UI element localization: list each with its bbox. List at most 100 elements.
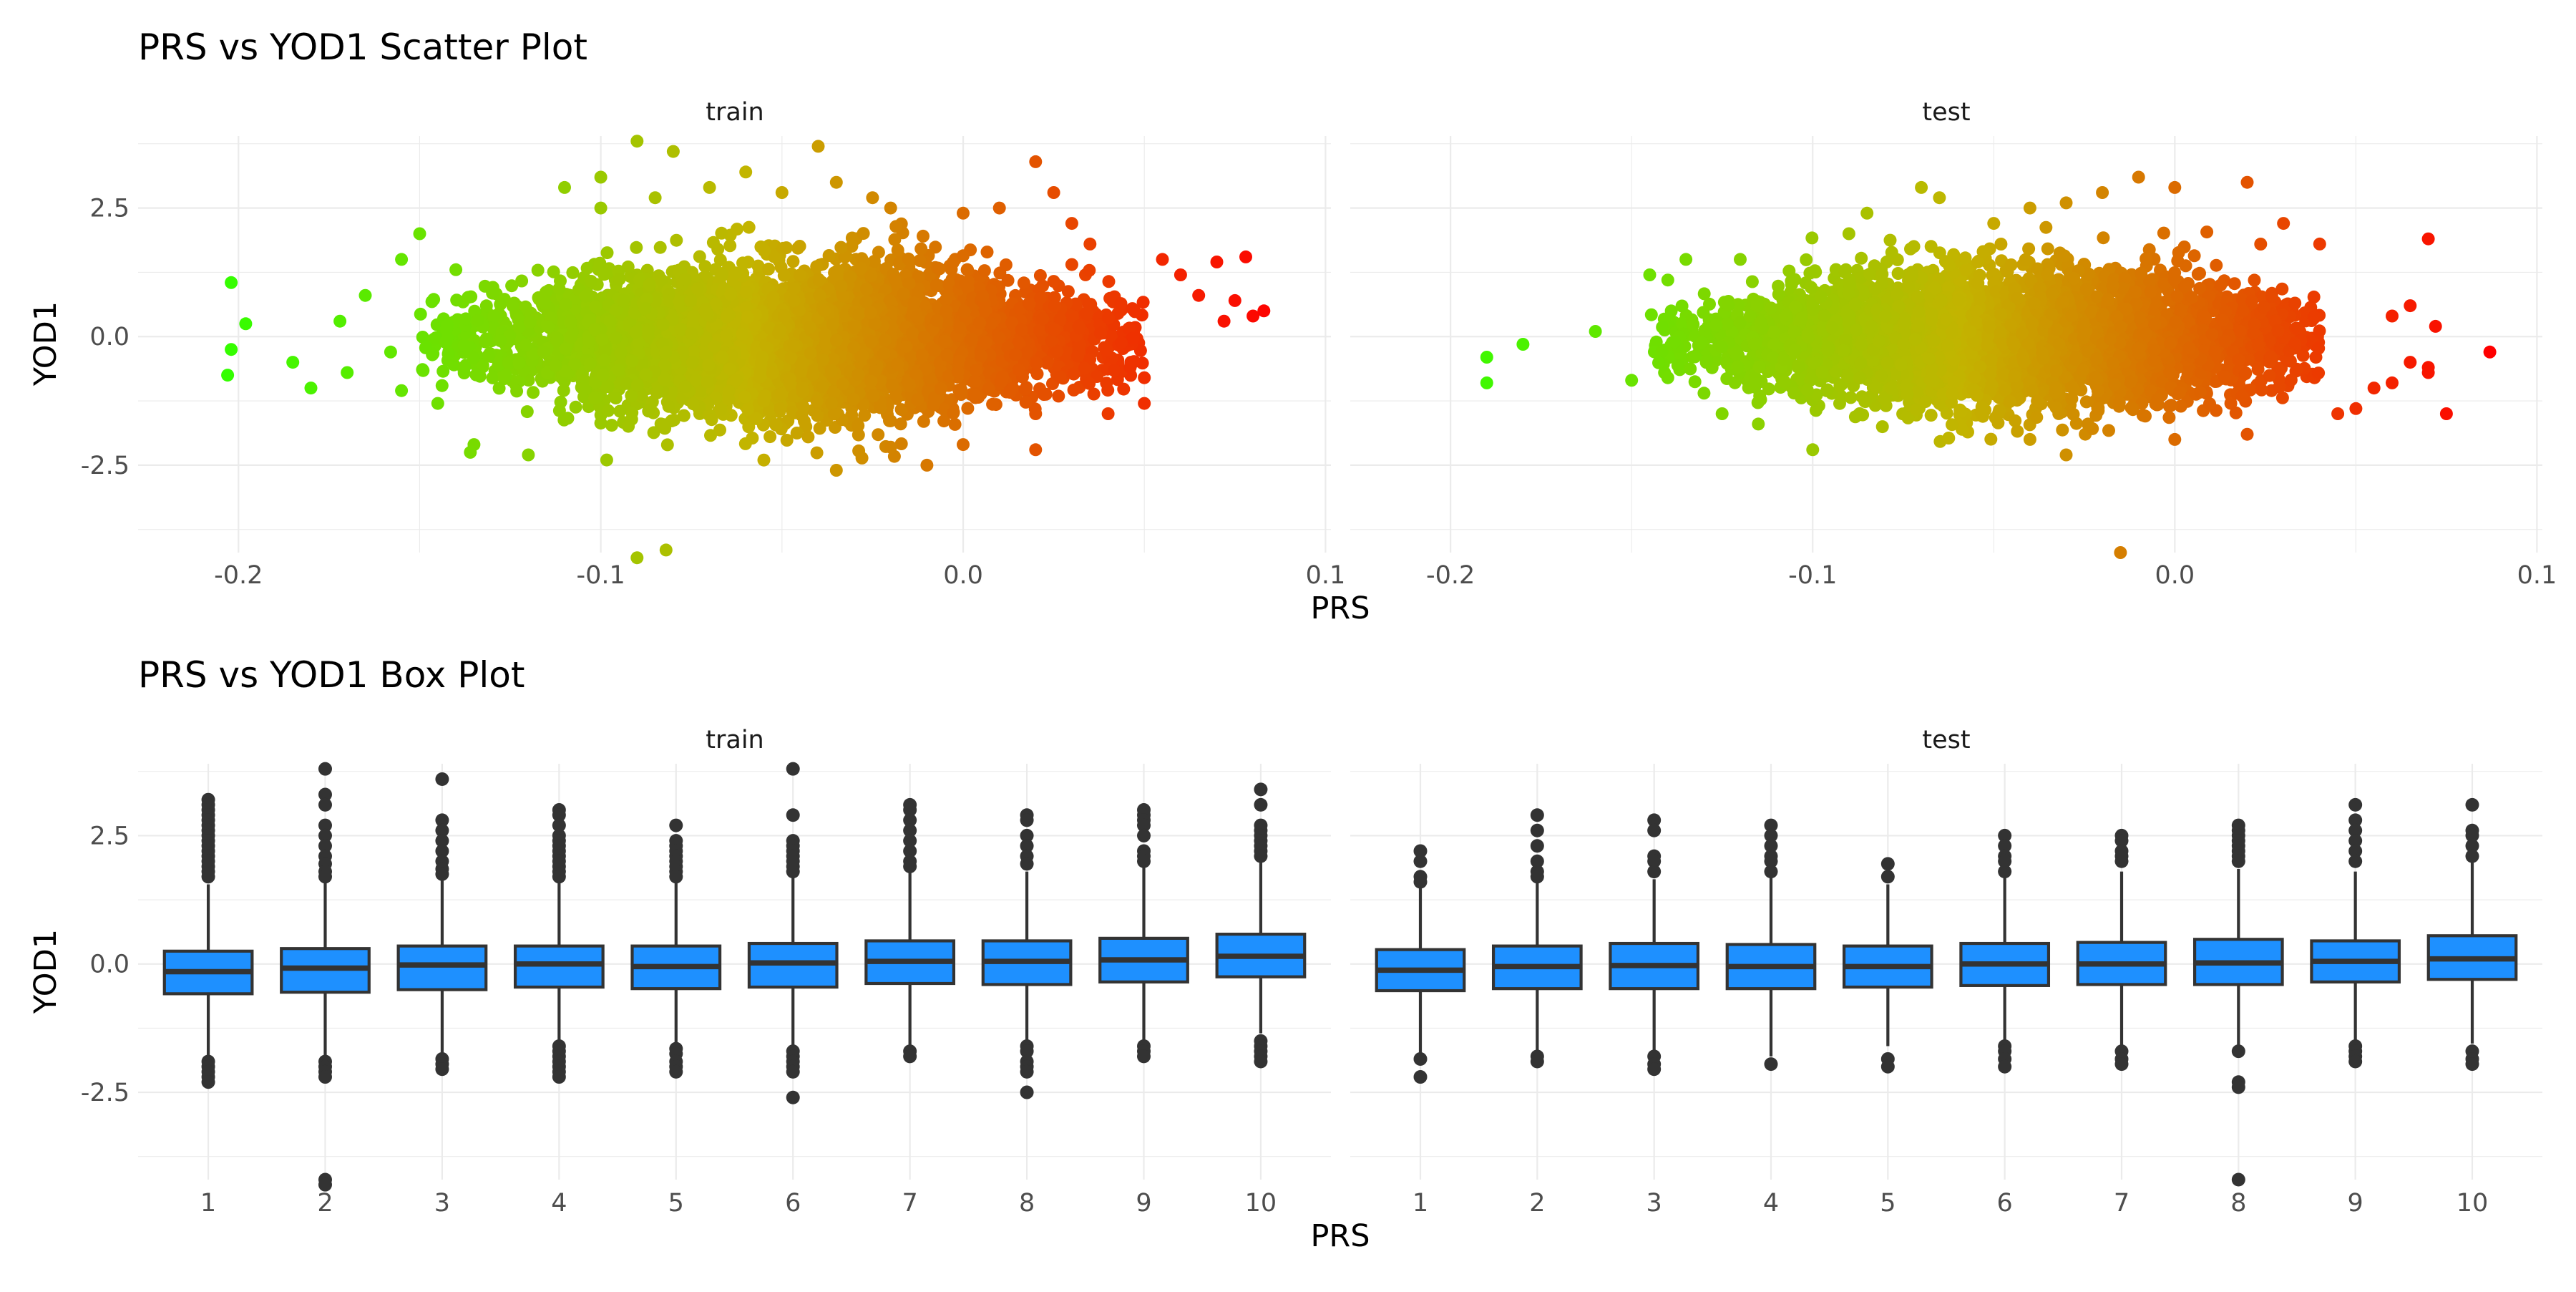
scatter-point bbox=[757, 394, 770, 407]
scatter-point bbox=[615, 346, 628, 359]
scatter-point bbox=[655, 273, 668, 286]
scatter-point bbox=[439, 336, 452, 349]
scatter-point bbox=[480, 332, 493, 345]
scatter-point bbox=[888, 233, 901, 246]
scatter-point bbox=[469, 369, 482, 382]
scatter-point bbox=[823, 249, 836, 262]
scatter-point bbox=[889, 220, 902, 233]
scatter-point bbox=[897, 288, 910, 301]
scatter-point bbox=[961, 263, 974, 276]
scatter-point bbox=[763, 430, 776, 443]
scatter-point bbox=[570, 401, 582, 414]
scatter-point bbox=[436, 365, 449, 378]
scatter-point bbox=[968, 389, 981, 402]
scatter-point bbox=[427, 293, 440, 306]
scatter-point bbox=[769, 419, 782, 432]
scatter-point bbox=[791, 427, 804, 439]
scatter-point bbox=[494, 298, 507, 311]
scatter-point bbox=[811, 447, 824, 460]
scatter-point bbox=[940, 293, 952, 306]
scatter-point bbox=[834, 241, 847, 254]
scatter-point bbox=[532, 264, 545, 277]
scatter-point bbox=[960, 277, 972, 290]
scatter-point bbox=[658, 374, 671, 387]
scatter-point bbox=[540, 286, 552, 298]
scatter-point bbox=[679, 273, 692, 286]
scatter-point bbox=[1128, 305, 1141, 318]
scatter-point bbox=[542, 320, 555, 333]
scatter-point bbox=[600, 454, 613, 467]
scatter-point bbox=[828, 408, 841, 421]
scatter-point bbox=[527, 386, 540, 399]
scatter-point bbox=[486, 287, 499, 300]
scatter-point bbox=[610, 392, 623, 404]
scatter-point bbox=[1115, 336, 1128, 349]
scatter-point bbox=[565, 331, 577, 344]
scatter-point bbox=[723, 362, 736, 375]
scatter-point bbox=[494, 334, 507, 347]
scatter-point bbox=[935, 382, 947, 395]
scatter-point bbox=[739, 437, 752, 450]
scatter-point bbox=[566, 266, 579, 279]
scatter-point bbox=[613, 273, 626, 286]
scatter-point bbox=[743, 221, 756, 234]
scatter-point bbox=[588, 323, 601, 336]
scatter-point bbox=[458, 339, 471, 352]
scatter-point bbox=[816, 380, 829, 393]
scatter-point bbox=[978, 264, 991, 277]
scatter-point bbox=[1038, 388, 1050, 401]
scatter-point bbox=[1083, 298, 1096, 311]
scatter-point bbox=[917, 415, 930, 428]
scatter-point bbox=[917, 230, 930, 243]
scatter-point bbox=[648, 426, 660, 439]
scatter-point bbox=[872, 428, 884, 441]
scatter-point bbox=[704, 429, 717, 442]
scatter-point bbox=[654, 241, 667, 254]
scatter-strip-test: test bbox=[1922, 98, 1970, 127]
scatter-point bbox=[512, 356, 525, 369]
scatter-point bbox=[1083, 377, 1096, 390]
scatter-point bbox=[811, 409, 824, 422]
scatter-point bbox=[1002, 274, 1015, 287]
scatter-point bbox=[521, 405, 534, 418]
scatter-point bbox=[1048, 275, 1060, 288]
scatter-point bbox=[1083, 264, 1096, 277]
scatter-point bbox=[462, 291, 474, 303]
scatter-point bbox=[724, 288, 737, 301]
scatter-point bbox=[1033, 324, 1046, 336]
scatter-point bbox=[1020, 346, 1033, 359]
scatter-point bbox=[722, 393, 735, 406]
scatter-point bbox=[814, 422, 826, 434]
scatter-point bbox=[679, 380, 692, 393]
scatter-point bbox=[593, 257, 606, 270]
scatter-point bbox=[436, 379, 449, 392]
scatter-point bbox=[1117, 383, 1130, 396]
scatter-point bbox=[691, 282, 704, 295]
scatter-point bbox=[416, 364, 429, 377]
scatter-point bbox=[601, 246, 614, 259]
scatter-point bbox=[1094, 327, 1107, 340]
scatter-point bbox=[985, 317, 997, 330]
scatter-point bbox=[1013, 364, 1025, 377]
scatter-point bbox=[894, 417, 907, 430]
scatter-point bbox=[788, 282, 801, 295]
scatter-point bbox=[658, 422, 671, 434]
scatter-strip-train: train bbox=[706, 98, 763, 127]
scatter-point bbox=[581, 262, 594, 275]
scatter-point bbox=[670, 234, 683, 247]
scatter-point bbox=[941, 349, 954, 362]
scatter-point bbox=[786, 255, 799, 268]
scatter-point bbox=[442, 348, 455, 361]
scatter-point bbox=[774, 402, 787, 415]
scatter-point bbox=[493, 382, 506, 394]
scatter-point bbox=[913, 254, 926, 267]
scatter-point bbox=[981, 246, 994, 258]
scatter-point bbox=[414, 308, 427, 321]
scatter-point bbox=[784, 351, 797, 364]
scatter-point bbox=[1018, 276, 1030, 289]
scatter-point bbox=[597, 268, 610, 281]
scatter-point bbox=[860, 283, 873, 296]
scatter-point bbox=[949, 418, 962, 431]
